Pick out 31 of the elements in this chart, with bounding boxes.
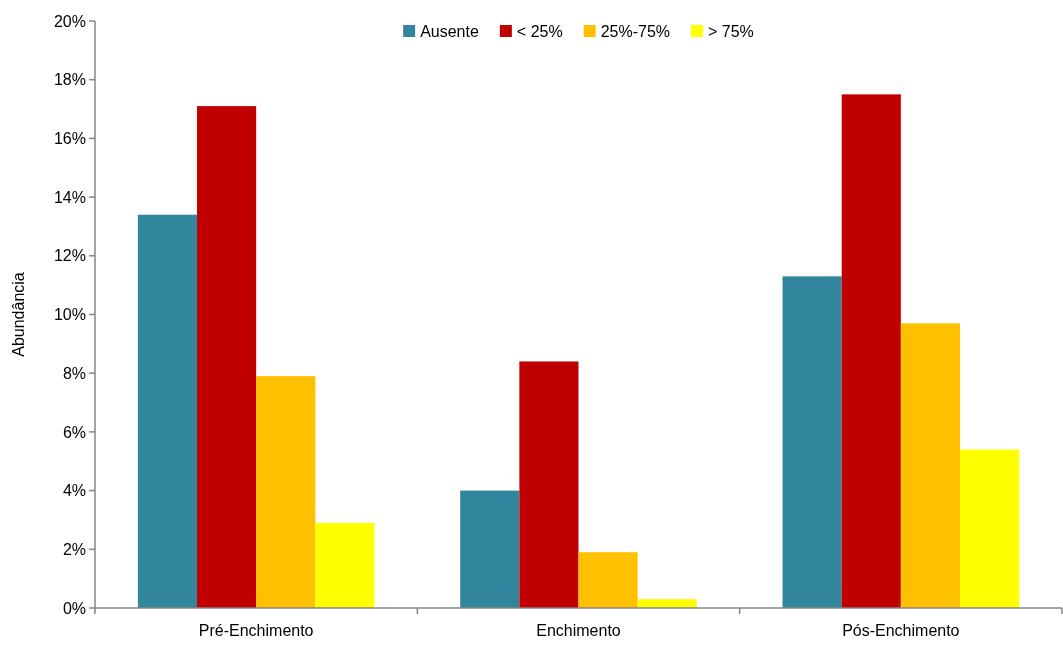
legend-label: < 25% (516, 22, 563, 40)
y-tick-label: 8% (62, 364, 86, 382)
bar (460, 490, 520, 608)
y-tick-label: 0% (62, 599, 86, 617)
y-axis-title: Abundância (10, 272, 27, 357)
bar (519, 361, 579, 608)
y-tick-label: 20% (53, 12, 86, 30)
bar (197, 106, 257, 608)
bar (959, 449, 1020, 608)
y-tick-label: 12% (53, 247, 86, 265)
bar (637, 599, 697, 608)
legend-label: Ausente (420, 22, 479, 40)
y-tick-label: 18% (53, 71, 86, 89)
legend-label: > 75% (708, 22, 754, 40)
x-tick-label: Pós-Enchimento (842, 622, 960, 639)
y-tick-label: 14% (53, 188, 86, 206)
x-tick-label: Pré-Enchimento (198, 622, 314, 639)
y-tick-label: 4% (62, 482, 86, 500)
bar (900, 323, 960, 608)
y-tick-label: 6% (62, 423, 86, 441)
y-tick-label: 16% (53, 130, 86, 147)
bar (782, 276, 842, 608)
legend-label: 25%-75% (600, 22, 671, 40)
y-tick-label: 2% (62, 540, 86, 558)
bar (841, 94, 901, 608)
bar (137, 214, 198, 608)
bar (578, 552, 638, 608)
bar (315, 522, 375, 608)
x-tick-label: Enchimento (536, 622, 621, 639)
y-tick-label: 10% (53, 306, 86, 324)
bar (256, 376, 316, 608)
